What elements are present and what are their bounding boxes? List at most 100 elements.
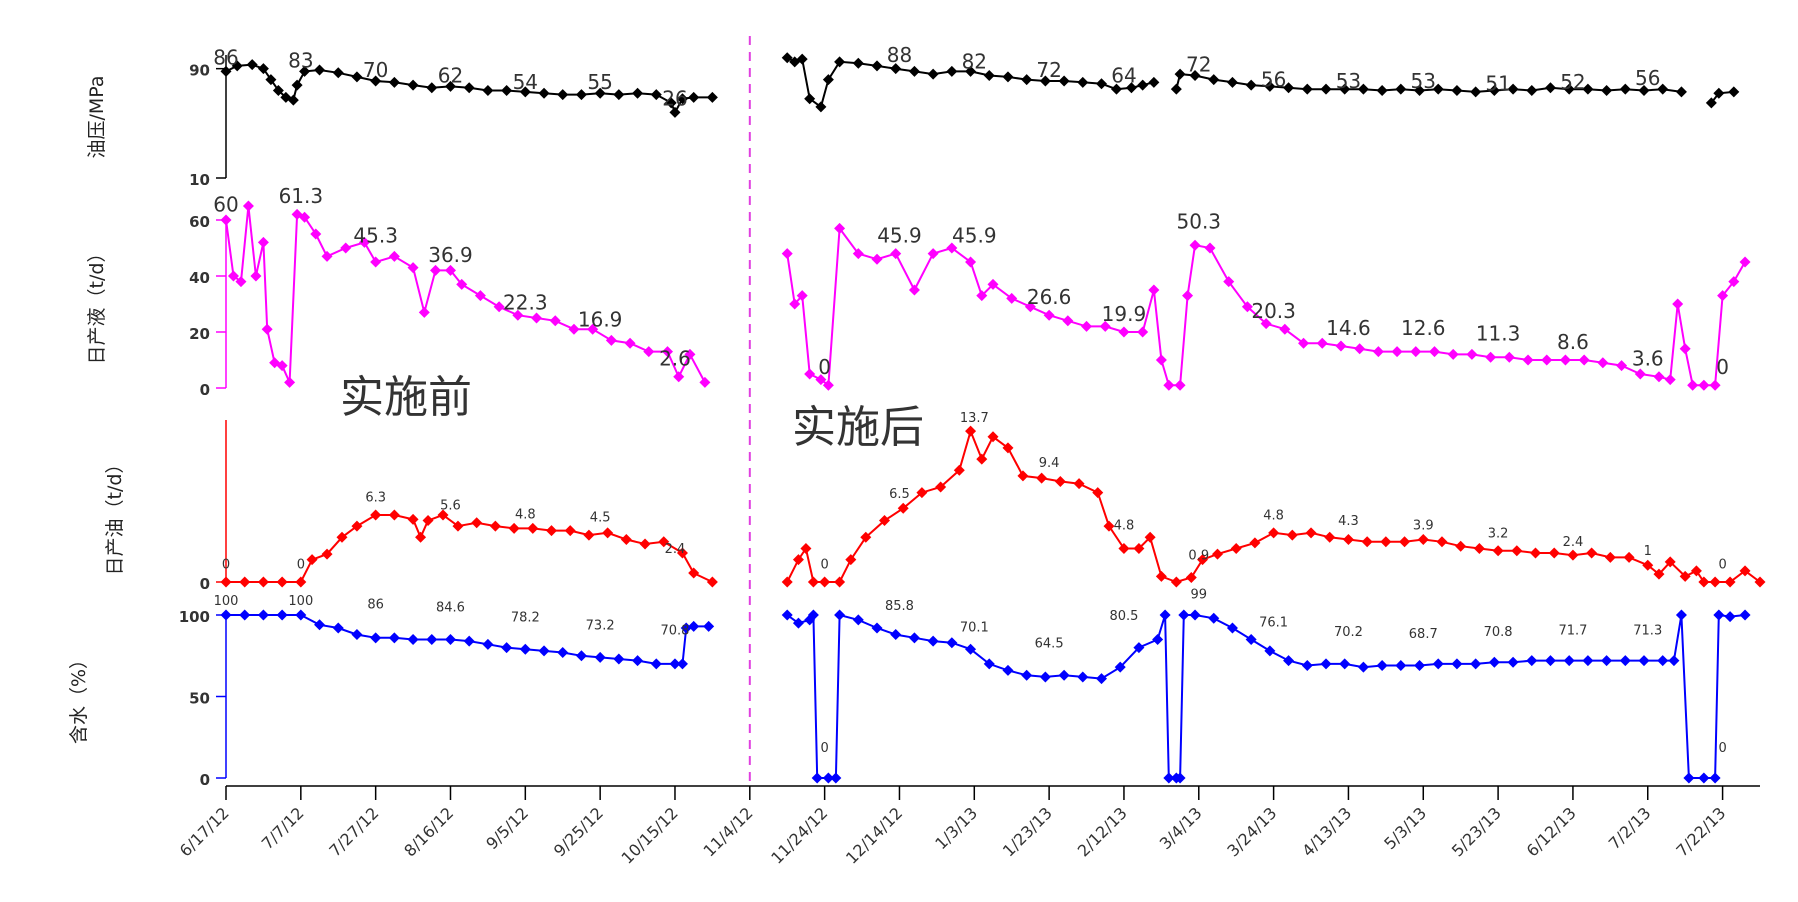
data-point-liquid-0-34	[673, 371, 685, 383]
data-point-pressure-0-21	[519, 86, 531, 98]
data-point-liquid-1-52	[1616, 360, 1628, 372]
data-point-pressure-2-24	[1601, 85, 1613, 97]
data-point-water-1-3	[807, 609, 819, 621]
data-point-liquid-1-56	[1672, 298, 1684, 310]
x-tick-label-19: 7/2/13	[1605, 803, 1655, 853]
data-point-oil-1-56	[1679, 570, 1691, 582]
data-point-pressure-1-12	[946, 65, 958, 77]
data-point-pressure-2-28	[1675, 86, 1687, 98]
data-point-oil-1-62	[1754, 576, 1766, 588]
data-point-oil-1-36	[1324, 531, 1336, 543]
data-label-oil-3: 5.6	[440, 498, 461, 513]
series-line-pressure-0	[225, 63, 713, 115]
data-label-water-5: 73.2	[586, 619, 615, 634]
data-label-water-11: 80.5	[1109, 609, 1138, 624]
period-label-after: 实施后	[792, 402, 924, 453]
data-point-pressure-0-5	[272, 85, 284, 97]
data-point-oil-0-9	[370, 509, 382, 521]
data-label-oil-2: 6.3	[365, 491, 386, 506]
x-axis: 6/17/12 7/7/12 7/27/12 8/16/12 9/5/12 9/25/12…	[176, 785, 1760, 868]
data-point-water-1-43	[1432, 658, 1444, 670]
data-label-water-6: 70.8	[660, 624, 689, 639]
data-point-oil-1-8	[878, 515, 890, 527]
data-label-pressure-4: 54	[513, 70, 538, 94]
data-point-oil-0-11	[407, 513, 419, 525]
data-point-water-1-9	[871, 622, 883, 634]
panel-water: 0 50 100 含水（%） 100 100 86 84.6 78.2 73.2 70.8 0 85.8…	[68, 588, 1751, 789]
data-label-liquid-19: 0	[1716, 355, 1729, 379]
data-point-water-1-37	[1320, 658, 1332, 670]
data-point-pressure-1-7	[852, 57, 864, 69]
data-point-water-1-57	[1675, 609, 1687, 621]
data-point-pressure-1-5	[822, 74, 834, 86]
data-label-oil-15: 3.9	[1413, 518, 1434, 533]
data-point-water-1-62	[1724, 611, 1736, 623]
data-point-oil-1-61	[1739, 565, 1751, 577]
data-point-oil-0-23	[602, 527, 614, 539]
data-point-oil-0-18	[508, 522, 520, 534]
data-point-pressure-0-16	[426, 82, 438, 94]
data-point-pressure-0-15	[407, 79, 419, 91]
data-point-liquid-1-10	[908, 284, 920, 296]
data-label-oil-9: 13.7	[960, 411, 989, 426]
series-line-oil-1	[786, 428, 1761, 584]
data-label-water-9: 70.1	[960, 620, 989, 635]
data-point-oil-0-26	[658, 536, 670, 548]
data-point-liquid-0-5	[257, 236, 269, 248]
data-point-liquid-1-57	[1679, 343, 1691, 355]
data-point-liquid-0-19	[418, 306, 430, 318]
data-point-pressure-2-1	[1174, 68, 1186, 80]
data-point-water-1-53	[1619, 655, 1631, 667]
data-point-oil-1-31	[1230, 542, 1242, 554]
data-point-liquid-0-16	[370, 256, 382, 268]
data-point-pressure-2-8	[1301, 83, 1313, 95]
data-point-pressure-1-18	[1058, 75, 1070, 87]
data-point-liquid-1-9	[890, 248, 902, 260]
data-label-pressure-10: 64	[1111, 63, 1136, 87]
data-point-water-0-28	[703, 620, 715, 632]
data-point-water-1-1	[792, 617, 804, 629]
data-point-pressure-2-12	[1376, 85, 1388, 97]
data-point-pressure-0-7	[287, 94, 299, 106]
data-label-oil-16: 3.2	[1488, 526, 1509, 541]
data-point-pressure-0-23	[557, 89, 569, 101]
data-point-water-0-25	[676, 658, 688, 670]
data-point-pressure-2-11	[1357, 83, 1369, 95]
data-point-liquid-0-27	[549, 315, 561, 327]
data-point-pressure-0-11	[332, 67, 344, 79]
data-point-water-1-17	[1021, 669, 1033, 681]
data-point-pressure-0-29	[665, 97, 677, 109]
data-label-liquid-7: 0	[818, 355, 831, 379]
data-point-water-0-20	[594, 651, 606, 663]
data-point-liquid-1-19	[1062, 315, 1074, 327]
data-label-liquid-2: 45.3	[353, 223, 398, 247]
data-point-oil-0-20	[546, 525, 558, 537]
y-tick-label-liquid-1: 20	[189, 325, 210, 343]
data-label-water-4: 78.2	[511, 611, 540, 626]
data-point-oil-1-39	[1380, 536, 1392, 548]
data-point-water-1-16	[1002, 664, 1014, 676]
data-point-oil-1-55	[1664, 556, 1676, 568]
data-point-oil-0-8	[351, 520, 363, 532]
data-point-liquid-1-6	[834, 222, 846, 234]
data-label-pressure-17: 56	[1635, 66, 1660, 90]
data-point-liquid-0-30	[605, 334, 617, 346]
data-point-water-1-49	[1544, 655, 1556, 667]
data-point-liquid-1-35	[1298, 337, 1310, 349]
data-point-pressure-1-11	[927, 68, 939, 80]
data-point-pressure-1-21	[1110, 83, 1122, 95]
data-point-liquid-1-55	[1664, 374, 1676, 386]
x-tick-label-13: 3/4/13	[1156, 803, 1206, 853]
data-point-liquid-1-7	[852, 248, 864, 260]
data-point-pressure-1-15	[1002, 71, 1014, 83]
data-label-oil-13: 4.8	[1263, 508, 1284, 523]
data-point-liquid-1-11	[927, 248, 939, 260]
data-label-liquid-0: 60	[213, 193, 238, 217]
data-point-oil-0-10	[388, 509, 400, 521]
data-label-water-16: 70.8	[1484, 625, 1513, 640]
data-point-pressure-0-30	[669, 106, 681, 118]
data-point-water-1-32	[1226, 622, 1238, 634]
data-point-water-1-51	[1582, 655, 1594, 667]
data-point-liquid-0-24	[493, 301, 505, 313]
